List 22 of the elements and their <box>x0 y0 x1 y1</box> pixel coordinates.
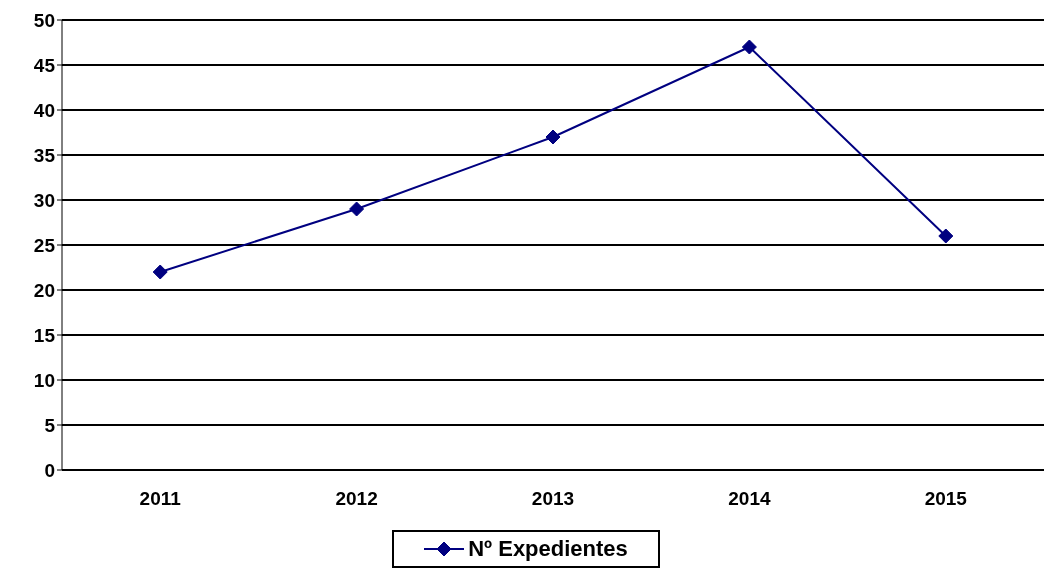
y-tick-label: 0 <box>44 459 55 481</box>
y-tick-label: 15 <box>33 324 56 346</box>
y-tick-label: 20 <box>33 279 55 301</box>
point <box>938 228 954 244</box>
x-tick-label: 2015 <box>924 488 968 510</box>
point <box>741 39 757 55</box>
legend-label: Nº Expedientes <box>468 536 628 562</box>
y-tick-label: 40 <box>33 99 55 121</box>
point <box>349 201 365 217</box>
y-tick-label: 10 <box>33 369 55 391</box>
point <box>545 129 561 145</box>
x-tick-label: 2011 <box>139 488 182 510</box>
y-tick-label: 45 <box>33 54 56 76</box>
x-tick-label: 2012 <box>335 488 378 510</box>
y-tick-label: 35 <box>33 144 56 166</box>
y-tick-label: 5 <box>44 414 56 436</box>
point <box>152 264 168 280</box>
x-tick-label: 2013 <box>531 488 575 510</box>
x-tick-label: 2014 <box>728 488 771 510</box>
y-tick-label: 30 <box>33 189 55 211</box>
y-tick-label: 25 <box>33 234 56 256</box>
y-tick-label: 50 <box>33 9 55 31</box>
